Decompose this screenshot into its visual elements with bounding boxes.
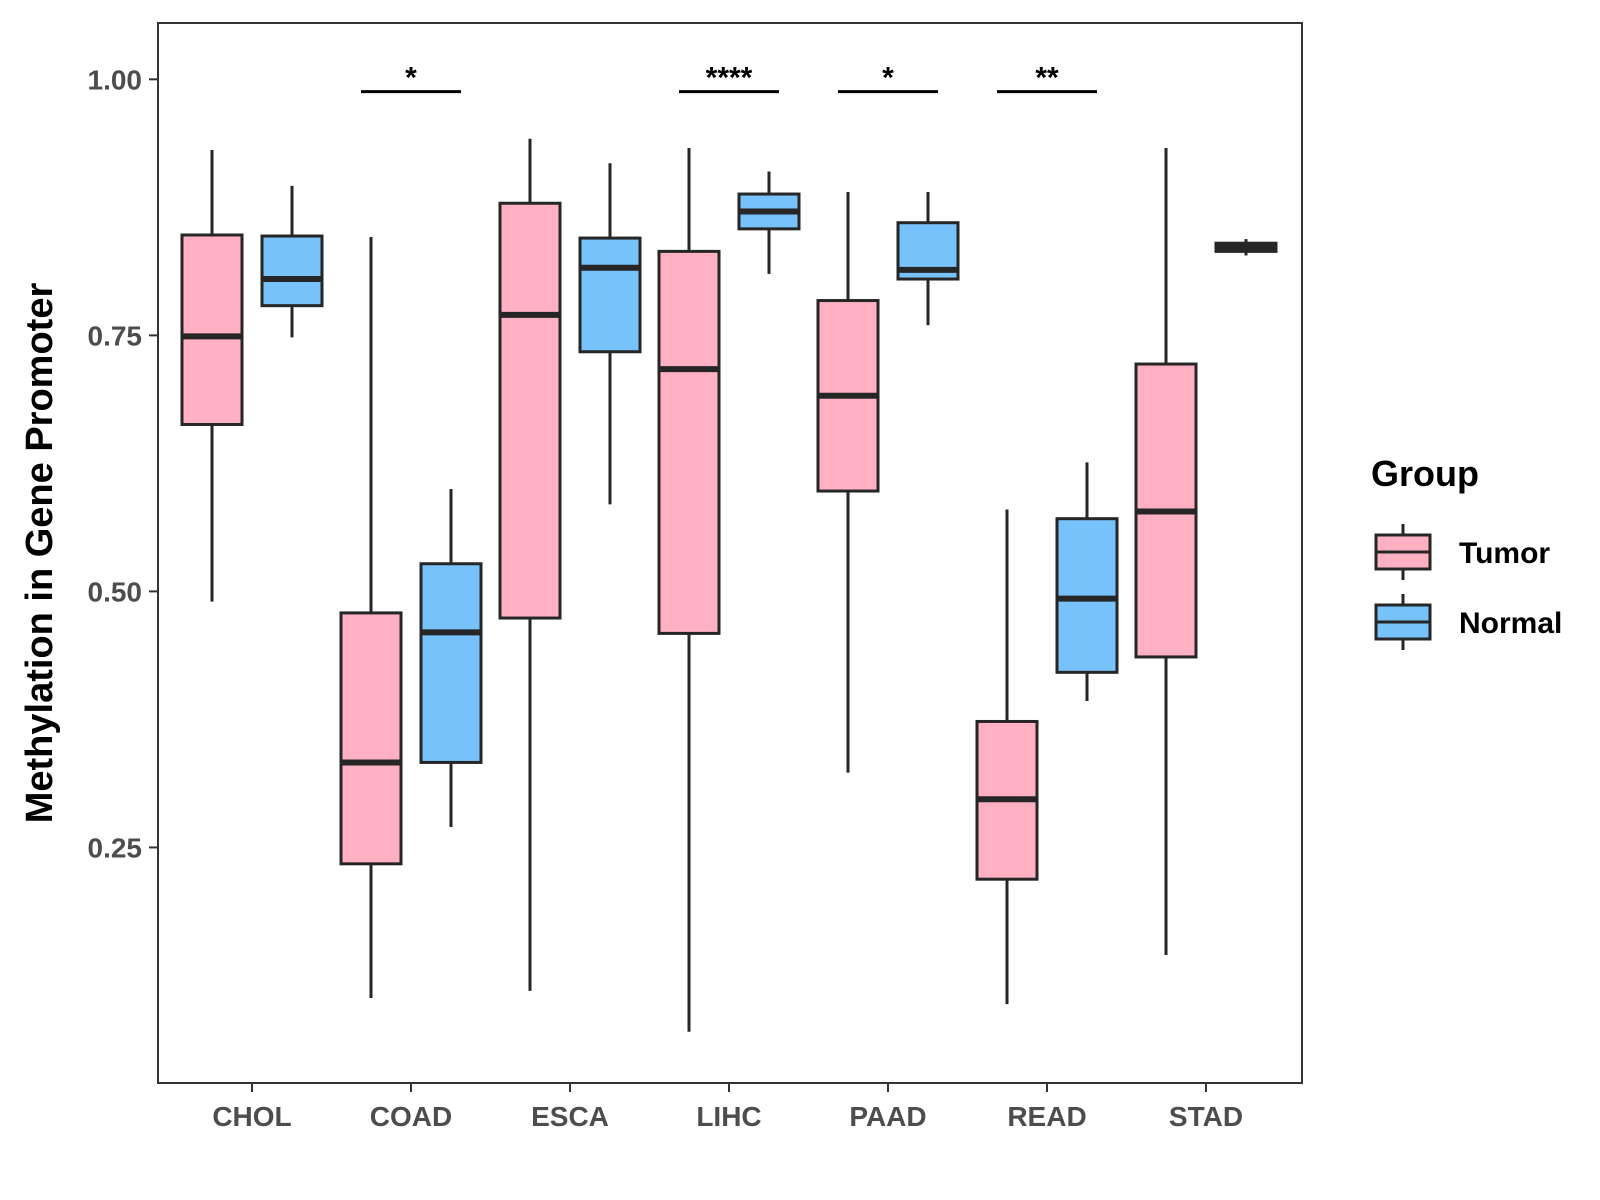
y-tick-label: 1.00 <box>88 64 143 95</box>
y-tick-label: 0.50 <box>88 576 143 607</box>
x-tick-label: ESCA <box>531 1101 609 1132</box>
x-tick-label: READ <box>1007 1101 1086 1132</box>
box-normal-lihc <box>737 171 801 274</box>
x-axis: CHOL COAD ESCA LIHC PAAD READ STAD <box>212 1083 1243 1132</box>
legend-label: Tumor <box>1459 537 1550 570</box>
box-normal-esca <box>578 163 642 505</box>
y-tick-label: 0.25 <box>88 832 143 863</box>
box-tumor-coad <box>339 237 403 998</box>
x-tick-label: STAD <box>1169 1101 1243 1132</box>
x-tick-label: CHOL <box>212 1101 291 1132</box>
legend-title: Group <box>1371 453 1479 494</box>
box-iqr <box>260 234 324 308</box>
box-tumor-chol <box>180 149 244 602</box>
significance-label: ** <box>1035 62 1059 95</box>
significance-label: * <box>882 62 894 95</box>
box-tumor-read <box>975 509 1039 1005</box>
box-iqr <box>180 233 244 426</box>
y-axis-title: Methylation in Gene Promoter <box>19 283 61 824</box>
box-normal-stad <box>1214 239 1278 256</box>
significance-label: * <box>405 62 417 95</box>
y-tick-label: 0.75 <box>88 320 143 351</box>
box-tumor-stad <box>1134 147 1198 955</box>
box-iqr <box>578 236 642 354</box>
box-normal-read <box>1055 462 1119 701</box>
legend-label: Normal <box>1459 607 1562 640</box>
box-iqr <box>498 201 562 620</box>
box-iqr <box>419 562 483 764</box>
box-normal-chol <box>260 185 324 338</box>
box-tumor-esca <box>498 138 562 991</box>
box-iqr <box>339 611 403 866</box>
box-tumor-lihc <box>657 147 721 1032</box>
box-iqr <box>1055 517 1119 674</box>
significance-annotations: * **** * ** <box>361 62 1097 95</box>
x-tick-label: PAAD <box>849 1101 926 1132</box>
box-tumor-paad <box>816 191 880 773</box>
significance-label: **** <box>706 62 753 95</box>
box-series <box>180 138 1278 1032</box>
x-tick-label: LIHC <box>696 1101 761 1132</box>
box-iqr <box>657 249 721 635</box>
legend-item-normal: Normal <box>1374 594 1562 650</box>
legend: Group Tumor Normal <box>1371 453 1562 650</box>
box-normal-paad <box>896 191 960 326</box>
box-normal-coad <box>419 488 483 827</box>
legend-item-tumor: Tumor <box>1374 524 1550 580</box>
y-axis: 0.25 0.50 0.75 1.00 <box>88 64 158 863</box>
x-tick-label: COAD <box>370 1101 452 1132</box>
